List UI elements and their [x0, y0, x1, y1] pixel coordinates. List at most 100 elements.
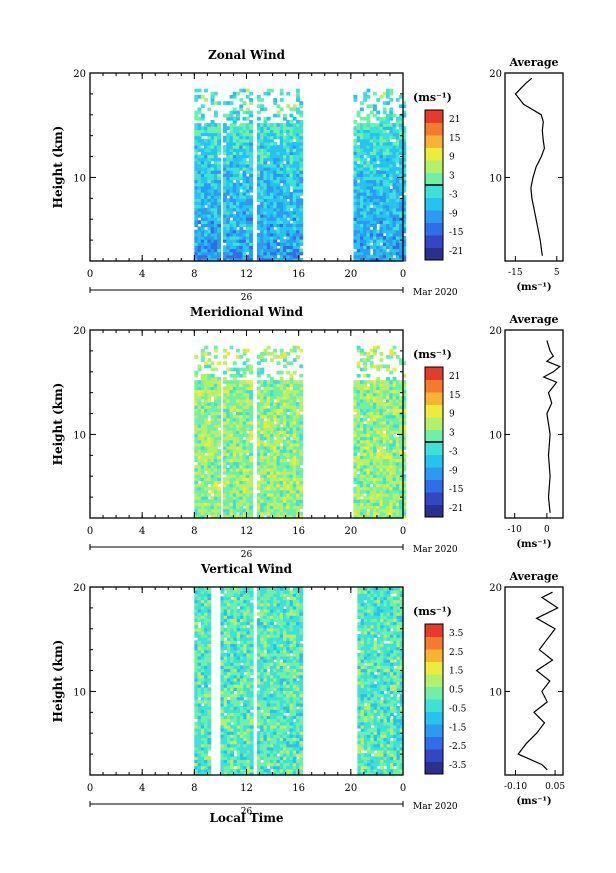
- heatmap-cell: [249, 383, 253, 387]
- heatmap-cell: [194, 765, 199, 770]
- heatmap-cell: [356, 442, 361, 447]
- heatmap-cell: [266, 192, 271, 196]
- heatmap-cell: [373, 398, 377, 403]
- heatmap-cell: [292, 229, 297, 234]
- heatmap-cell: [283, 511, 287, 516]
- heatmap-cell: [226, 351, 231, 356]
- heatmap-cell: [363, 483, 368, 488]
- heatmap-cell: [369, 173, 374, 177]
- heatmap-cell: [369, 235, 374, 240]
- heatmap-cell: [194, 634, 199, 638]
- heatmap-cell: [399, 514, 403, 519]
- heatmap-cell: [279, 214, 284, 218]
- heatmap-cell: [236, 220, 240, 224]
- heatmap-cell: [266, 436, 271, 441]
- heatmap-cell: [260, 207, 265, 212]
- heatmap-cell: [249, 220, 253, 224]
- heatmap-cell: [366, 449, 371, 453]
- heatmap-cell: [232, 135, 237, 140]
- heatmap-cell: [369, 355, 374, 359]
- heatmap-cell: [249, 477, 253, 481]
- heatmap-cell: [373, 502, 377, 507]
- heatmap-cell: [273, 483, 278, 488]
- heatmap-cell: [376, 430, 381, 434]
- heatmap-cell: [245, 442, 250, 447]
- heatmap-cell: [266, 248, 271, 253]
- heatmap-cell: [217, 511, 222, 516]
- heatmap-cell: [207, 649, 212, 654]
- heatmap-cell: [263, 220, 268, 224]
- heatmap-cell: [200, 699, 205, 704]
- heatmap-cell: [353, 474, 358, 478]
- heatmap-cell: [213, 442, 218, 447]
- heatmap-cell: [226, 433, 231, 438]
- heatmap-cell: [226, 489, 231, 494]
- heatmap-cell: [395, 477, 400, 481]
- heatmap-cell: [382, 408, 387, 413]
- heatmap-cell: [359, 433, 364, 438]
- heatmap-cell: [242, 251, 247, 256]
- heatmap-cell: [283, 402, 287, 406]
- heatmap-cell: [373, 496, 377, 500]
- heatmap-cell: [217, 210, 222, 215]
- heatmap-cell: [213, 223, 218, 228]
- heatmap-cell: [283, 392, 287, 397]
- heatmap-cell: [389, 179, 394, 184]
- heatmap-cell: [276, 514, 281, 519]
- heatmap-cell: [232, 217, 237, 221]
- heatmap-cell: [369, 148, 374, 152]
- heatmap-cell: [376, 98, 381, 102]
- heatmap-cell: [213, 449, 218, 453]
- heatmap-cell: [223, 148, 227, 152]
- heatmap-cell: [232, 204, 237, 209]
- heatmap-cell: [276, 232, 281, 237]
- heatmap-cell: [353, 449, 358, 453]
- heatmap-cell: [260, 141, 265, 146]
- heatmap-cell: [256, 439, 261, 444]
- heatmap-cell: [200, 351, 205, 356]
- heatmap-cell: [363, 402, 368, 406]
- heatmap-cell: [194, 395, 199, 400]
- heatmap-cell: [232, 251, 237, 256]
- heatmap-cell: [200, 129, 205, 134]
- heatmap-cell: [213, 138, 218, 143]
- heatmap-cell: [286, 489, 291, 494]
- heatmap-cell: [392, 483, 397, 488]
- heatmap-cell: [200, 655, 205, 660]
- heatmap-cell: [249, 445, 253, 450]
- heatmap-cell: [194, 590, 199, 594]
- heatmap-cell: [242, 110, 247, 115]
- heatmap-cell: [363, 395, 368, 400]
- heatmap-cell: [194, 207, 199, 212]
- heatmap-cell: [292, 251, 297, 256]
- heatmap-cell: [289, 157, 294, 162]
- heatmap-cell: [276, 214, 281, 218]
- heatmap-cell: [226, 113, 231, 118]
- heatmap-cell: [366, 176, 371, 181]
- heatmap-cell: [260, 107, 265, 112]
- heatmap-cell: [239, 160, 244, 165]
- heatmap-cell: [194, 602, 199, 607]
- heatmap-cell: [296, 129, 300, 134]
- heatmap-cell: [296, 420, 300, 425]
- heatmap-cell: [204, 771, 208, 776]
- heatmap-cell: [283, 154, 287, 159]
- heatmap-cell: [299, 126, 304, 130]
- heatmap-cell: [286, 474, 291, 478]
- heatmap-cell: [402, 229, 407, 234]
- heatmap-cell: [296, 170, 300, 174]
- heatmap-cell: [217, 433, 222, 438]
- heatmap-cell: [213, 160, 218, 165]
- heatmap-cell: [239, 98, 244, 102]
- heatmap-cell: [263, 502, 268, 507]
- heatmap-cell: [263, 251, 268, 256]
- heatmap-cell: [207, 430, 212, 434]
- heatmap-cell: [366, 129, 371, 134]
- heatmap-cell: [269, 405, 274, 409]
- heatmap-cell: [379, 471, 384, 475]
- heatmap-cell: [376, 492, 381, 497]
- heatmap-cell: [296, 182, 300, 187]
- heatmap-cell: [379, 220, 384, 224]
- heatmap-cell: [223, 210, 227, 215]
- heatmap-cell: [289, 449, 294, 453]
